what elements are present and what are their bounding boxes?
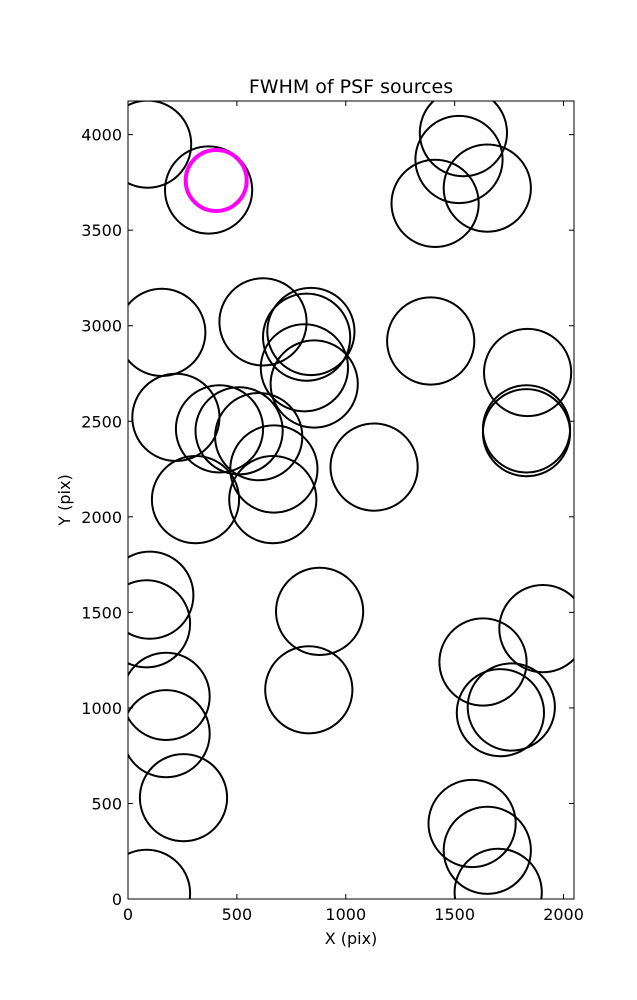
source-marker [481, 384, 572, 474]
source-marker [466, 662, 556, 752]
source-marker [128, 848, 192, 899]
x-tick-label: 500 [222, 905, 253, 924]
source-marker [194, 386, 284, 476]
source-marker [138, 753, 229, 843]
source-marker [259, 323, 349, 413]
source-marker [218, 277, 308, 367]
x-tick-label: 0 [123, 905, 133, 924]
source-marker [128, 101, 193, 189]
source-marker [229, 424, 319, 514]
source-marker [275, 566, 365, 657]
source-marker [128, 287, 207, 377]
source-marker [482, 327, 573, 418]
chart-title: FWHM of PSF sources [249, 76, 453, 98]
source-marker [174, 384, 265, 474]
x-axis-label: X (pix) [325, 929, 378, 948]
x-tick-label: 1000 [325, 905, 366, 924]
source-marker [427, 778, 517, 869]
source-marker [266, 286, 356, 377]
x-tick-label: 2000 [543, 905, 584, 924]
source-marker [453, 847, 543, 899]
y-tick-label: 3000 [81, 317, 122, 336]
source-marker [390, 158, 480, 248]
y-tick-label: 4000 [81, 126, 122, 145]
source-marker [128, 579, 192, 669]
x-tick-label: 1500 [434, 905, 475, 924]
plot-frame [127, 100, 575, 900]
y-tick-label: 3500 [81, 221, 122, 240]
source-marker [214, 392, 304, 482]
source-marker [228, 455, 318, 545]
source-marker [442, 143, 532, 233]
source-marker [438, 617, 528, 707]
y-tick-label: 1500 [81, 603, 122, 622]
source-marker [150, 455, 241, 545]
source-marker [128, 651, 211, 741]
y-axis: 0 500 1000 1500 2000 2500 3000 3500 4000 [81, 126, 574, 909]
y-tick-label: 1000 [81, 699, 122, 718]
source-marker [264, 645, 354, 735]
x-axis: 0 500 1000 1500 2000 [123, 101, 584, 924]
source-marker [386, 296, 476, 386]
y-tick-label: 0 [112, 890, 122, 909]
y-tick-label: 500 [91, 794, 122, 813]
source-marker [128, 550, 195, 640]
source-marker [418, 101, 508, 178]
source-marker [164, 145, 254, 235]
source-marker [262, 292, 352, 382]
source-marker [269, 339, 359, 429]
source-marker [481, 388, 572, 478]
y-axis-label: Y (pix) [55, 474, 74, 526]
source-marker [128, 689, 211, 779]
source-marker [329, 422, 419, 512]
source-marker [498, 584, 574, 674]
y-tick-label: 2500 [81, 412, 122, 431]
highlighted-source-marker [183, 148, 249, 213]
source-marker [455, 668, 545, 758]
data-marks [128, 101, 574, 899]
source-marker [414, 114, 504, 205]
y-tick-label: 2000 [81, 508, 122, 527]
source-marker [442, 805, 532, 895]
